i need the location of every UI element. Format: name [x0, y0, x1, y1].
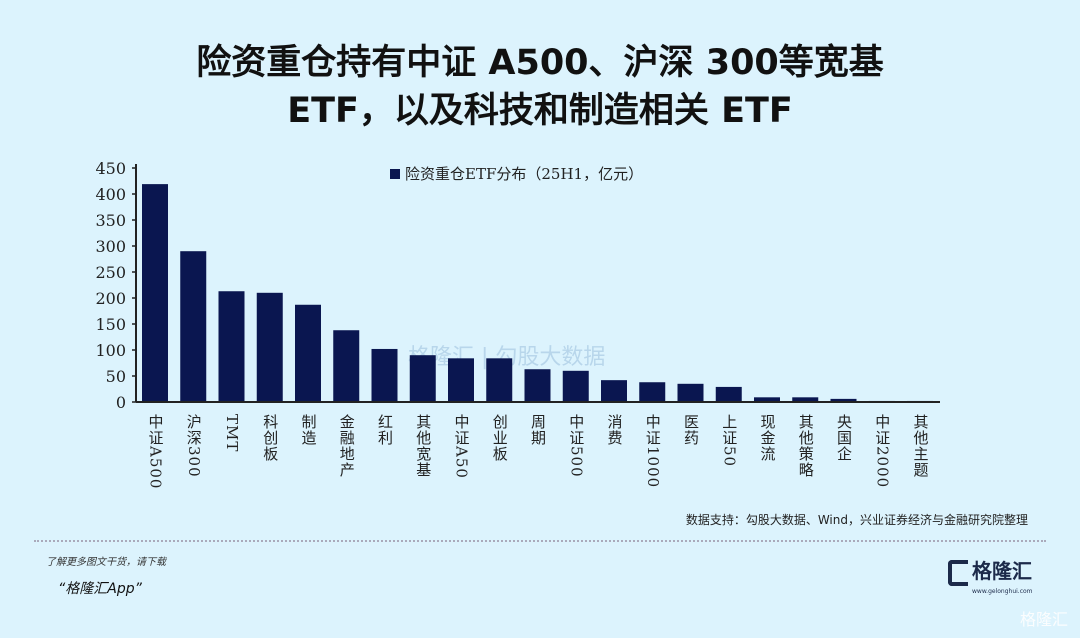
x-tick-label: 周期 — [529, 414, 547, 446]
source-note: 数据支持：勾股大数据、Wind，兴业证券经济与金融研究院整理 — [685, 513, 1028, 527]
x-tick-label: 科创板 — [261, 414, 280, 462]
x-tick-label: 消费 — [605, 414, 624, 446]
y-tick-label: 200 — [95, 289, 126, 308]
y-tick-label: 0 — [116, 393, 126, 412]
bar-8 — [448, 358, 474, 402]
bar-18 — [830, 398, 857, 402]
x-tick-label: 现金流 — [758, 414, 777, 462]
y-tick-label: 100 — [95, 341, 126, 360]
x-tick-label: TMT — [223, 414, 241, 453]
bar-13 — [639, 382, 666, 402]
logo-text: 格隆汇 — [972, 559, 1032, 583]
x-tick-label: 中证A50 — [452, 414, 471, 479]
bar-0 — [142, 184, 168, 402]
bar-1 — [180, 251, 207, 402]
promo-app-name: “格隆汇App” — [58, 581, 142, 597]
bar-9 — [486, 358, 513, 402]
legend: 险资重仓ETF分布（25H1，亿元） — [390, 163, 643, 184]
promo-text: 了解更多图文干货，请下载 — [46, 557, 166, 568]
x-tick-label: 央国企 — [835, 414, 853, 462]
bar-6 — [371, 348, 398, 402]
title-line-2: ETF，以及科技和制造相关 ETF — [287, 91, 793, 131]
legend-label: 险资重仓ETF分布（25H1，亿元） — [405, 165, 644, 183]
bar-3 — [256, 292, 283, 402]
bar-16 — [754, 397, 780, 402]
bar-5 — [333, 330, 360, 402]
y-tick-label: 400 — [95, 185, 126, 204]
divider — [34, 540, 1046, 542]
corner-watermark: 格隆汇 — [1019, 610, 1068, 629]
x-tick-label: 中证2000 — [873, 414, 892, 489]
x-tick-label: 金融地产 — [337, 414, 356, 478]
bar-2 — [218, 291, 245, 402]
legend-swatch — [390, 168, 400, 179]
logo-url: www.gelonghui.com — [972, 588, 1033, 595]
y-tick-label: 450 — [95, 159, 126, 178]
y-tick-label: 350 — [95, 211, 126, 230]
x-tick-label: 上证50 — [720, 414, 739, 468]
x-tick-label: 红利 — [376, 414, 394, 446]
bar-15 — [715, 386, 742, 402]
bar-14 — [677, 383, 704, 402]
x-tick-label: 其他宽基 — [414, 414, 433, 478]
x-tick-label: 中证1000 — [643, 414, 662, 489]
x-tick-label: 其他主题 — [911, 414, 930, 478]
gelonghui-logo: 格隆汇 www.gelonghui.com — [948, 558, 1033, 598]
bar-17 — [792, 397, 819, 402]
x-tick-label: 创业板 — [490, 414, 509, 462]
y-tick-label: 250 — [95, 263, 126, 282]
x-tick-label: 医药 — [682, 414, 700, 446]
x-tick-label: 制造 — [299, 414, 318, 446]
x-tick-label: 中证A500 — [146, 414, 165, 490]
x-tick-label: 其他策略 — [796, 414, 815, 478]
x-tick-label: 中证500 — [567, 414, 586, 478]
bar-10 — [524, 369, 551, 402]
title-line-1: 险资重仓持有中证 A500、沪深 300等宽基 — [196, 43, 884, 83]
y-tick-label: 150 — [95, 315, 126, 334]
bar-7 — [409, 355, 436, 402]
x-tick-label: 沪深300 — [184, 414, 203, 478]
bar-11 — [562, 370, 589, 402]
y-tick-label: 50 — [106, 367, 126, 386]
bar-4 — [295, 304, 321, 402]
logo-g-icon — [948, 560, 968, 586]
bar-12 — [601, 380, 627, 402]
y-tick-label: 300 — [95, 237, 126, 256]
